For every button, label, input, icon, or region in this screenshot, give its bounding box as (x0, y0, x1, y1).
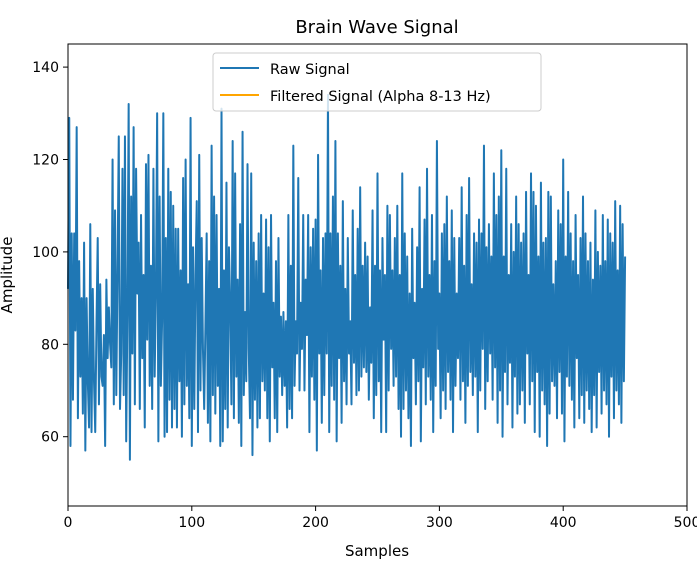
series-layer (67, 93, 627, 461)
x-ticks: 0 100 200 300 400 500 (64, 506, 697, 531)
x-tick-label: 500 (674, 515, 697, 531)
y-tick-label: 80 (41, 337, 59, 353)
y-ticks: 60 80 100 120 140 (32, 60, 68, 446)
legend: Raw Signal Filtered Signal (Alpha 8-13 H… (212, 52, 542, 112)
y-tick-label: 140 (32, 60, 59, 76)
x-tick-label: 100 (178, 515, 205, 531)
x-tick-label: 200 (302, 515, 329, 531)
legend-frame (212, 52, 542, 112)
y-axis-label: Amplitude (0, 237, 16, 314)
legend-label-filtered-signal: Filtered Signal (Alpha 8-13 Hz) (270, 89, 491, 105)
y-tick-label: 100 (32, 245, 59, 261)
chart-title: Brain Wave Signal (295, 17, 458, 38)
x-tick-label: 300 (426, 515, 453, 531)
legend-label-raw-signal: Raw Signal (270, 62, 350, 78)
y-tick-label: 120 (32, 153, 59, 169)
axes-frame (67, 43, 688, 507)
series-line-0 (67, 93, 627, 461)
x-tick-label: 0 (64, 515, 73, 531)
plot-area: 0 100 200 300 400 500 60 80 100 120 140 (32, 43, 697, 531)
x-tick-label: 400 (550, 515, 577, 531)
x-axis-label: Samples (345, 542, 409, 560)
y-tick-label: 60 (41, 430, 59, 446)
